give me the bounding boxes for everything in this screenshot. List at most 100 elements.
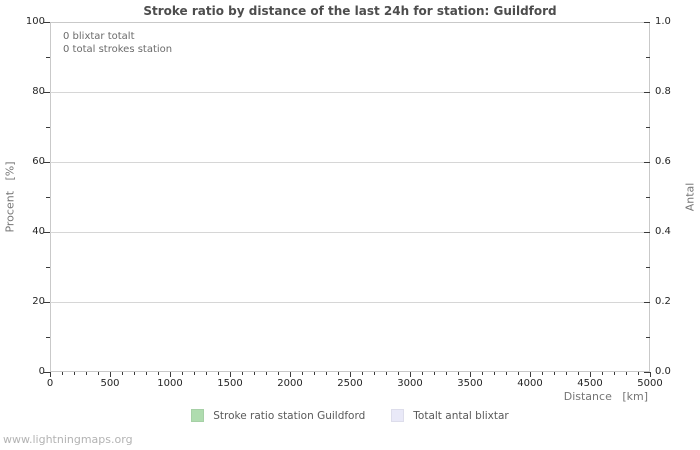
- y-left-tick-label: 20: [32, 296, 45, 307]
- x-axis-label: Distance [km]: [563, 390, 648, 403]
- x-tick: [314, 372, 315, 375]
- x-tick-label: 4000: [517, 378, 543, 389]
- x-tick: [74, 372, 75, 375]
- x-tick: [194, 372, 195, 375]
- legend-label-1: Totalt antal blixtar: [413, 409, 509, 422]
- y-right-tick: [646, 127, 650, 128]
- x-tick-label: 3000: [397, 378, 423, 389]
- y-right-tick-label: 0.0: [655, 366, 671, 377]
- y-left-tick: [46, 127, 50, 128]
- y-right-tick: [644, 22, 650, 23]
- x-tick: [230, 372, 231, 377]
- x-tick: [434, 372, 435, 375]
- y-right-tick-label: 0.8: [655, 86, 671, 97]
- legend-swatch-0: [191, 409, 205, 422]
- y-left-tick: [46, 267, 50, 268]
- y-left-tick: [44, 302, 50, 303]
- x-tick: [494, 372, 495, 375]
- y-right-tick: [646, 337, 650, 338]
- y-right-tick-label: 0.2: [655, 296, 671, 307]
- y-axis-label-right: Antal: [683, 182, 697, 212]
- x-tick: [374, 372, 375, 375]
- x-tick: [110, 372, 111, 377]
- x-tick: [206, 372, 207, 375]
- x-tick: [590, 372, 591, 377]
- x-tick-label: 500: [100, 378, 120, 389]
- annotation-total-strokes: 0 total strokes station: [63, 44, 173, 55]
- y-right-tick: [644, 372, 650, 373]
- gridline-horizontal: [50, 232, 650, 233]
- x-tick-label: 0: [46, 378, 54, 389]
- y-right-tick: [646, 267, 650, 268]
- y-right-tick-label: 0.4: [655, 226, 671, 237]
- x-tick: [542, 372, 543, 375]
- x-tick: [506, 372, 507, 375]
- y-left-tick: [44, 22, 50, 23]
- x-tick: [290, 372, 291, 377]
- legend-swatch-1: [391, 409, 405, 422]
- x-tick-label: 3500: [457, 378, 483, 389]
- annotation-blixtar-totalt: 0 blixtar totalt: [63, 31, 135, 42]
- x-tick: [530, 372, 531, 377]
- y-right-tick: [644, 92, 650, 93]
- chart-title: Stroke ratio by distance of the last 24h…: [143, 4, 557, 18]
- x-tick: [482, 372, 483, 375]
- gridline-horizontal: [50, 92, 650, 93]
- x-tick: [554, 372, 555, 375]
- legend-item-0: Stroke ratio station Guildford: [191, 409, 365, 422]
- totals-annotation: 0 blixtar totalt 0 total strokes station: [63, 30, 172, 56]
- plot-area: 0 blixtar totalt 0 total strokes station: [50, 22, 650, 372]
- x-tick-label: 1500: [217, 378, 243, 389]
- x-tick: [146, 372, 147, 375]
- y-left-tick: [44, 232, 50, 233]
- x-tick-label: 4500: [577, 378, 603, 389]
- y-right-tick-label: 1.0: [655, 16, 671, 27]
- x-tick: [302, 372, 303, 375]
- x-tick: [446, 372, 447, 375]
- y-right-tick: [646, 197, 650, 198]
- y-left-tick: [44, 92, 50, 93]
- gridline-horizontal: [50, 162, 650, 163]
- x-tick: [218, 372, 219, 375]
- y-left-tick-label: 0: [38, 366, 45, 377]
- x-tick: [326, 372, 327, 375]
- y-right-tick-label: 0.6: [655, 156, 671, 167]
- x-tick: [614, 372, 615, 375]
- x-tick: [566, 372, 567, 375]
- x-tick: [266, 372, 267, 375]
- x-tick: [278, 372, 279, 375]
- x-tick: [242, 372, 243, 375]
- y-right-tick: [644, 162, 650, 163]
- x-tick: [182, 372, 183, 375]
- x-tick: [50, 372, 51, 377]
- legend-label-0: Stroke ratio station Guildford: [213, 409, 366, 422]
- y-left-tick: [46, 337, 50, 338]
- x-tick-label: 1000: [157, 378, 183, 389]
- y-left-tick: [44, 162, 50, 163]
- watermark: www.lightningmaps.org: [3, 433, 133, 446]
- gridline-horizontal: [50, 302, 650, 303]
- legend-item-1: Totalt antal blixtar: [391, 409, 509, 422]
- x-tick: [398, 372, 399, 375]
- legend: Stroke ratio station Guildford Totalt ant…: [0, 409, 700, 422]
- y-right-tick: [644, 302, 650, 303]
- x-tick: [458, 372, 459, 375]
- y-axis-label-left: Procent [%]: [3, 161, 17, 233]
- x-tick: [650, 372, 651, 377]
- x-tick-label: 2500: [337, 378, 363, 389]
- x-tick: [122, 372, 123, 375]
- y-left-tick: [46, 197, 50, 198]
- x-tick: [422, 372, 423, 375]
- x-tick: [362, 372, 363, 375]
- x-tick: [518, 372, 519, 375]
- y-left-tick: [44, 372, 50, 373]
- x-tick: [578, 372, 579, 375]
- x-tick: [134, 372, 135, 375]
- x-tick: [170, 372, 171, 377]
- y-right-tick: [646, 57, 650, 58]
- x-tick: [98, 372, 99, 375]
- y-left-tick: [46, 57, 50, 58]
- y-left-tick-label: 100: [25, 16, 45, 27]
- x-tick: [638, 372, 639, 375]
